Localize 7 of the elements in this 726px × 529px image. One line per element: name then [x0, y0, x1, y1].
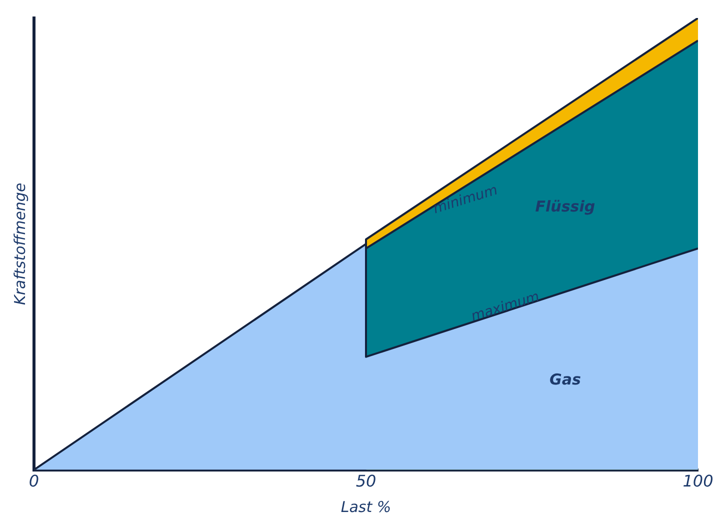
x-tick-label: 50 — [356, 472, 376, 491]
x-tick-label: 100 — [682, 472, 714, 491]
series-label: Flüssig — [535, 198, 596, 216]
x-tick-label: 0 — [28, 472, 40, 491]
y-axis-title: Kraftstoffmenge — [10, 182, 29, 305]
x-axis-title: Last % — [340, 498, 392, 516]
series-label: Gas — [550, 370, 581, 389]
